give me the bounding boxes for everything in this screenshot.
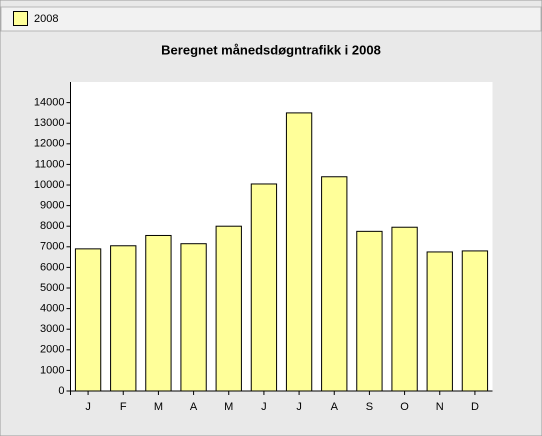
x-tick-label: A — [331, 401, 339, 413]
legend-strip — [0, 6, 542, 32]
x-tick-label: D — [471, 401, 479, 413]
x-tick-label: A — [190, 401, 198, 413]
x-tick-label: J — [296, 401, 302, 413]
y-tick-label: 1000 — [40, 364, 64, 376]
y-tick-label: 7000 — [40, 241, 64, 253]
x-tick-label: S — [366, 401, 373, 413]
y-tick-label: 12000 — [34, 138, 65, 150]
bar — [110, 245, 137, 392]
y-tick-label: 0 — [58, 385, 64, 397]
bar — [391, 226, 418, 392]
x-tick-label: F — [120, 401, 127, 413]
bar — [145, 234, 172, 392]
y-tick-label: 10000 — [34, 179, 65, 191]
bar — [285, 112, 313, 392]
bar — [461, 250, 489, 392]
x-tick-label: N — [436, 401, 444, 413]
bar — [250, 183, 278, 392]
y-tick-label: 11000 — [35, 158, 65, 170]
y-tick-label: 14000 — [34, 97, 65, 109]
bar — [426, 251, 453, 392]
legend-label: 2008 — [34, 13, 58, 25]
y-tick-label: 4000 — [40, 303, 64, 315]
bar — [356, 230, 383, 392]
y-tick-label: 8000 — [40, 220, 64, 232]
y-tick-label: 2000 — [40, 344, 64, 356]
legend-swatch — [13, 11, 28, 26]
bar — [321, 176, 348, 392]
bar — [74, 248, 102, 392]
bar — [180, 243, 207, 392]
chart-title: Beregnet månedsdøgntrafikk i 2008 — [161, 42, 381, 57]
y-tick-label: 9000 — [40, 200, 64, 212]
y-tick-label: 3000 — [40, 323, 64, 335]
x-tick-label: O — [400, 401, 409, 413]
x-tick-label: M — [154, 401, 163, 413]
y-tick-label: 5000 — [40, 282, 64, 294]
plot-area — [70, 82, 493, 391]
y-tick-label: 13000 — [34, 117, 65, 129]
x-tick-label: J — [261, 401, 267, 413]
x-tick-label: J — [85, 401, 91, 413]
x-tick-label: M — [224, 401, 233, 413]
y-tick-label: 6000 — [40, 261, 64, 273]
bar — [215, 225, 242, 392]
